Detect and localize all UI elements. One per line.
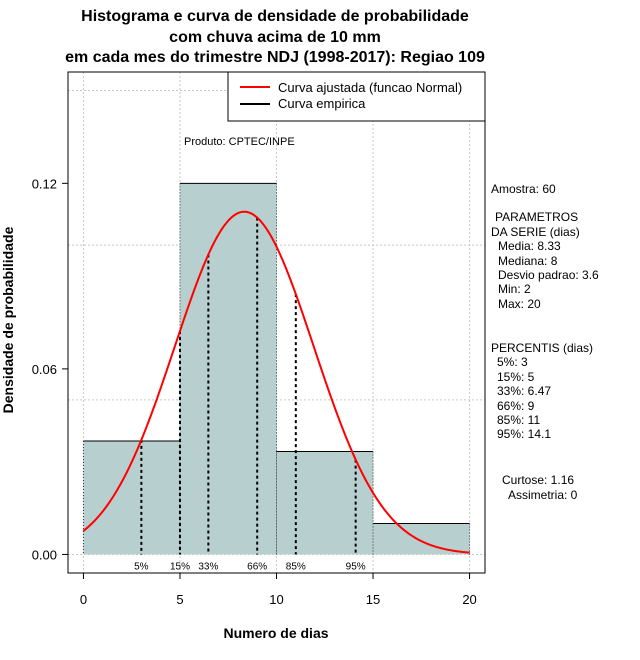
- chart-title-line-3: em cada mes do trimestre NDJ (1998-2017)…: [65, 49, 485, 66]
- curtose: Curtose: 1.16: [502, 473, 574, 487]
- percentile-layer: 5% 15% 33% 66% 85% 95%: [134, 217, 366, 572]
- percentil-33: 33%: 6.47: [497, 384, 551, 398]
- chart-title-line-1: Histograma e curva de densidade de proba…: [81, 8, 469, 25]
- percentile-label: 33%: [198, 561, 218, 572]
- params-title-1: PARAMETROS: [495, 210, 578, 224]
- legend-box: [227, 71, 486, 122]
- bars-layer: [82, 182, 471, 555]
- x-tick-label: 15: [366, 592, 380, 607]
- histogram-bar: [179, 183, 277, 555]
- percentile-label: 15%: [170, 561, 190, 572]
- histogram-bar: [276, 451, 374, 555]
- y-tick-label: 0.12: [32, 176, 57, 191]
- percentil-66: 66%: 9: [497, 399, 535, 413]
- percentis-title: PERCENTIS (dias): [491, 341, 593, 355]
- product-annotation: Produto: CPTEC/INPE: [184, 136, 295, 148]
- normal-fit-curve: [82, 210, 470, 554]
- param-desvio: Desvio padrao: 3.6: [498, 268, 599, 282]
- param-min: Min: 2: [498, 282, 531, 296]
- legend: Curva ajustada (funcao Normal) Curva emp…: [227, 71, 486, 122]
- percentile-label: 95%: [346, 561, 366, 572]
- chart-title-line-2: com chuva acima de 10 mm: [169, 29, 381, 46]
- percentil-85: 85%: 11: [497, 413, 540, 427]
- percentile-label: 85%: [286, 561, 306, 572]
- percentil-15: 15%: 5: [497, 370, 535, 384]
- param-mediana: Mediana: 8: [498, 254, 558, 268]
- histogram-bar: [373, 523, 470, 555]
- x-axis-title: Numero de dias: [223, 625, 328, 641]
- param-media: Media: 8.33: [498, 239, 561, 253]
- histogram-bar: [83, 440, 180, 555]
- axes-layer: 0 5 10 15 20 0.00 0.06 0.12: [32, 176, 477, 607]
- y-tick-label: 0.06: [32, 362, 57, 377]
- sample-size: Amostra: 60: [491, 182, 556, 196]
- y-axis-title: Densidade de probabilidade: [0, 226, 16, 413]
- x-tick-label: 0: [80, 592, 87, 607]
- assimetria: Assimetria: 0: [508, 488, 578, 502]
- x-tick-label: 5: [176, 592, 183, 607]
- params-title-2: DA SERIE (dias): [491, 225, 580, 239]
- statistics-panel: Amostra: 60 PARAMETROS DA SERIE (dias) M…: [491, 182, 599, 502]
- curve-layer: [82, 210, 470, 554]
- percentil-5: 5%: 3: [497, 355, 528, 369]
- y-tick-label: 0.00: [32, 547, 57, 562]
- percentil-95: 95%: 14.1: [497, 427, 551, 441]
- param-max: Max: 20: [498, 297, 541, 311]
- legend-label-fitted: Curva ajustada (funcao Normal): [278, 80, 462, 95]
- percentile-label: 5%: [134, 561, 149, 572]
- legend-label-empirical: Curva empirica: [278, 96, 366, 111]
- x-tick-label: 20: [462, 592, 476, 607]
- x-tick-label: 10: [269, 592, 283, 607]
- percentile-label: 66%: [247, 561, 267, 572]
